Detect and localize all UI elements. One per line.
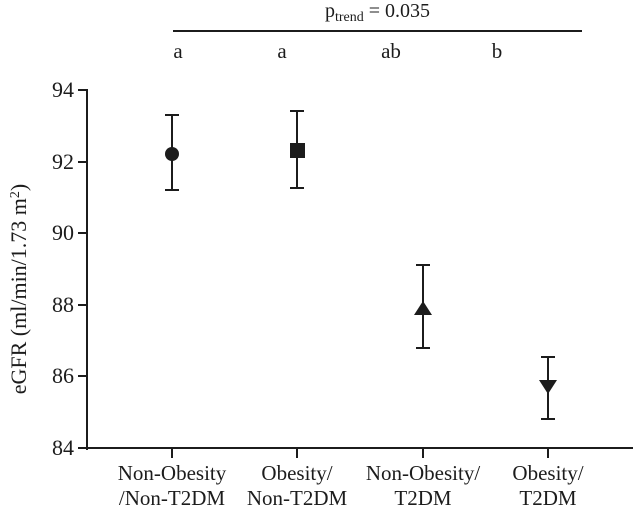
error-bar-cap-top	[541, 355, 555, 358]
y-tick-label: 90	[52, 220, 74, 246]
y-axis-tick	[78, 375, 86, 378]
error-bar-cap-top	[416, 264, 430, 267]
error-bar-cap-bottom	[165, 189, 179, 192]
error-bar-cap-bottom	[416, 346, 430, 349]
x-tick-label-line: /Non-T2DM	[118, 486, 226, 510]
y-axis-title-close: )	[6, 183, 31, 192]
comparison-bracket-line	[173, 30, 582, 32]
error-bar-cap-top	[290, 110, 304, 113]
y-axis-title: eGFR (ml/min/1.73 m2)	[6, 139, 32, 439]
x-tick-label: Non-Obesity/Non-T2DM	[97, 461, 247, 511]
x-axis-line	[86, 447, 633, 449]
x-axis-tick	[171, 449, 173, 458]
y-tick-label: 94	[52, 77, 74, 102]
x-tick-label: Obesity/T2DM	[473, 461, 623, 511]
significance-letter: a	[173, 39, 183, 63]
x-axis-tick	[296, 449, 298, 458]
significance-letter: b	[491, 39, 503, 63]
x-tick-label-line: Obesity/	[512, 461, 584, 485]
p-trend-value: = 0.035	[363, 0, 431, 22]
y-axis-tick	[78, 447, 86, 449]
y-axis-tick	[78, 303, 86, 306]
x-tick-label-line: T2DM	[519, 486, 577, 510]
y-axis-tick	[78, 160, 86, 163]
p-trend-annotation: ptrend = 0.035	[173, 0, 582, 26]
x-tick-label: Non-Obesity/T2DM	[348, 461, 498, 511]
p-trend-subscript: trend	[334, 10, 364, 25]
x-tick-label-line: Non-T2DM	[246, 486, 348, 510]
significance-letter: a	[277, 39, 287, 63]
x-tick-label-line: T2DM	[394, 486, 452, 510]
x-tick-label-line: Obesity/	[261, 461, 333, 485]
y-tick-label: 92	[52, 148, 74, 174]
y-axis-title-superscript: 2	[8, 191, 23, 199]
data-point-marker-triangle-down	[539, 380, 557, 395]
significance-letter: ab	[381, 39, 401, 63]
error-bar-cap-top	[165, 114, 179, 117]
data-point-marker-triangle-up	[414, 301, 432, 316]
y-tick-label: 84	[52, 435, 74, 460]
x-tick-label: Obesity/Non-T2DM	[222, 461, 372, 511]
x-tick-label-line: Non-Obesity	[117, 461, 227, 485]
data-point-marker-circle	[165, 147, 179, 162]
x-axis-tick	[422, 449, 424, 458]
y-axis-tick	[78, 232, 86, 235]
error-bar-cap-bottom	[290, 187, 304, 190]
error-bar-cap-bottom	[541, 418, 555, 421]
p-trend-symbol: p	[324, 0, 335, 22]
y-axis-line	[86, 89, 88, 450]
y-axis-tick	[78, 89, 86, 91]
y-tick-label: 88	[52, 291, 74, 317]
data-point-marker-square	[289, 143, 305, 159]
y-tick-label: 86	[52, 363, 74, 389]
x-tick-label-line: Non-Obesity/	[365, 461, 481, 485]
x-axis-tick	[547, 449, 549, 458]
